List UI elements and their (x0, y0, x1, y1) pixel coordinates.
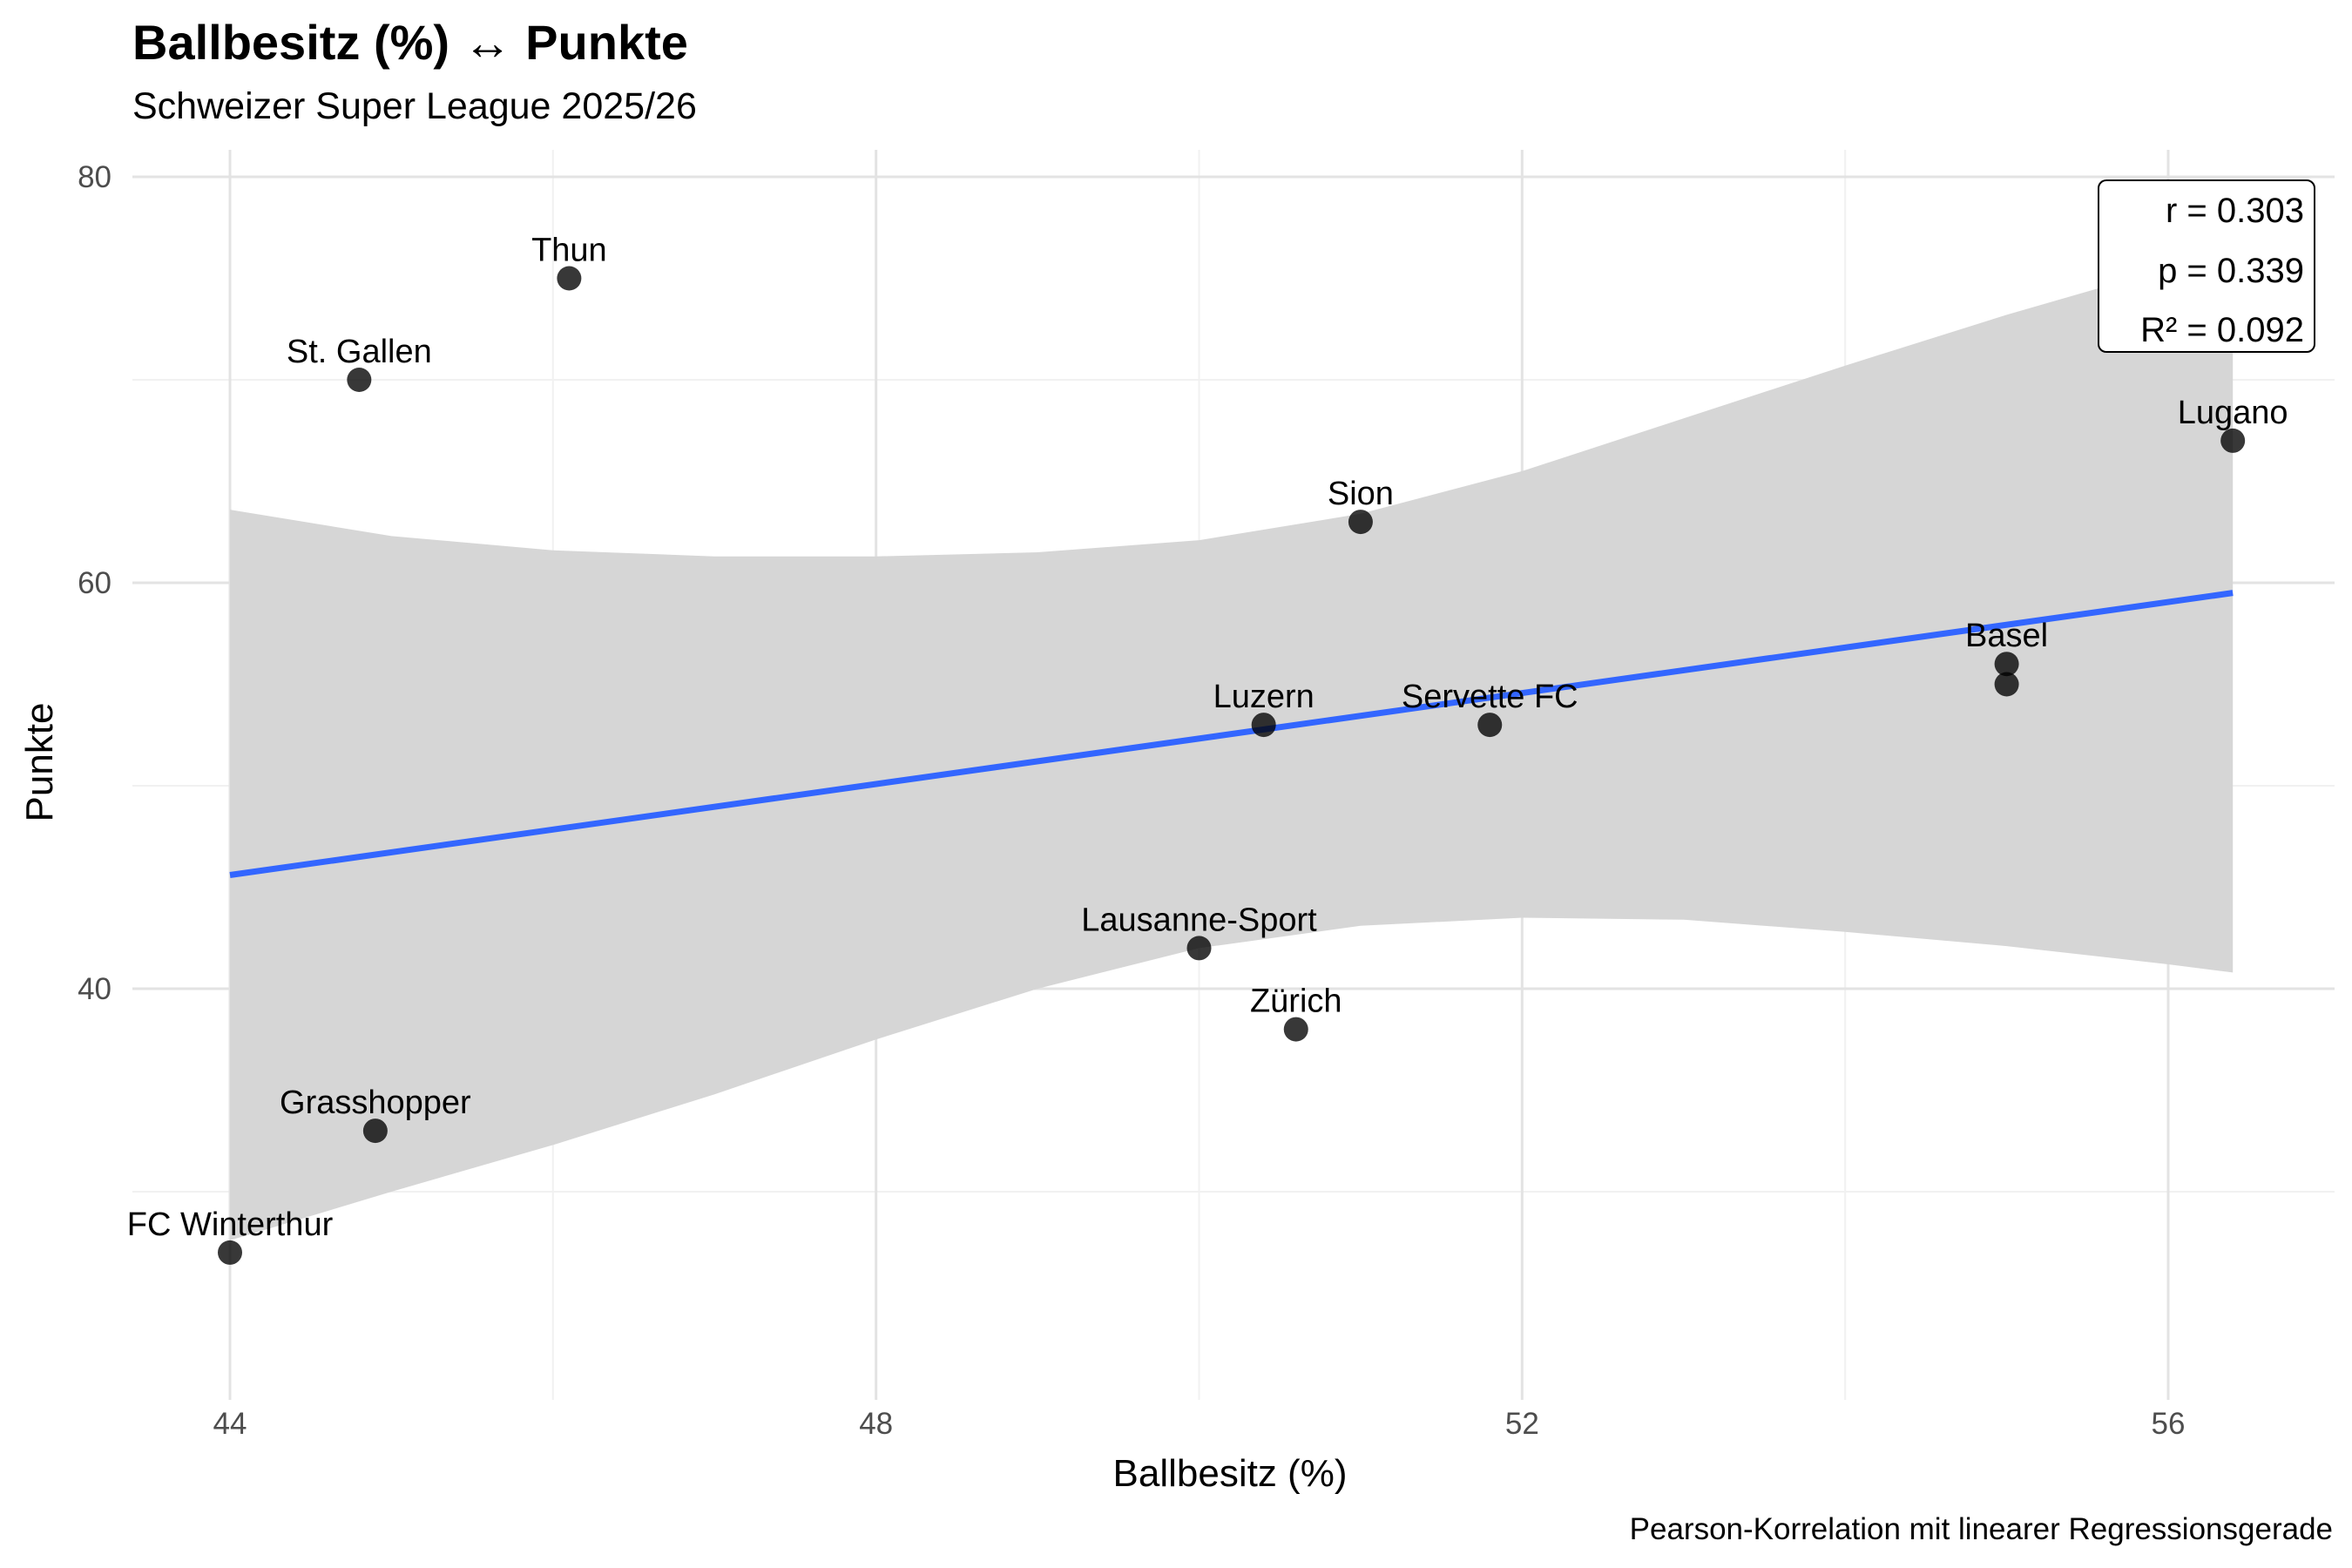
point-label: FC Winterthur (127, 1206, 334, 1243)
stats-p: p = 0.339 (2158, 252, 2304, 290)
chart-subtitle: Schweizer Super League 2025/26 (132, 85, 697, 127)
regression-line-path (229, 590, 2234, 878)
regression-line (229, 590, 2234, 878)
point-label: Lugano (2178, 395, 2288, 431)
chart-caption: Pearson-Korrelation mit linearer Regress… (1629, 1512, 2333, 1546)
stats-r2: R² = 0.092 (2140, 311, 2304, 349)
point-label: Zürich (1250, 983, 1342, 1020)
point-label: Luzern (1213, 679, 1315, 715)
point-label: Sion (1328, 476, 1394, 512)
data-point (1477, 713, 1503, 738)
x-tick-label: 52 (1505, 1407, 1539, 1441)
point-label: Servette FC (1402, 679, 1578, 715)
point-label: Lausanne-Sport (1081, 902, 1317, 938)
data-point (2220, 428, 2246, 453)
point-label: Thun (531, 233, 607, 269)
chart-title: Ballbesitz (%) ↔ Punkte (132, 15, 688, 70)
confidence-band (230, 249, 2234, 1240)
point-label: Grasshopper (280, 1085, 471, 1121)
data-points (218, 266, 2246, 1265)
data-point (1994, 652, 2019, 677)
data-point (362, 1119, 388, 1144)
y-axis-label: Punkte (18, 703, 61, 822)
data-point (1251, 713, 1276, 738)
y-tick-label: 40 (78, 972, 112, 1006)
y-tick-label: 60 (78, 566, 112, 600)
stats-r: r = 0.303 (2166, 192, 2304, 230)
point-label: Basel (1965, 618, 2048, 654)
data-point (1348, 510, 1373, 535)
axis-ticks: 44 48 52 56 40 60 80 (78, 160, 2185, 1441)
data-point (557, 266, 582, 291)
data-point (347, 368, 372, 392)
data-point (1283, 1017, 1308, 1042)
confidence-band-area (230, 249, 2234, 1240)
x-tick-label: 44 (213, 1407, 247, 1441)
x-axis-label: Ballbesitz (%) (1113, 1452, 1348, 1495)
point-label: St. Gallen (287, 334, 432, 370)
data-point (218, 1240, 242, 1265)
data-point (1186, 936, 1212, 961)
data-point (1994, 672, 2019, 697)
point-labels: FC Winterthur St. Gallen Grasshopper Thun La… (127, 233, 2288, 1243)
stats-box: r = 0.303 p = 0.339 R² = 0.092 (2098, 179, 2315, 353)
x-tick-label: 48 (859, 1407, 893, 1441)
y-tick-label: 80 (78, 160, 112, 194)
x-tick-label: 56 (2152, 1407, 2186, 1441)
